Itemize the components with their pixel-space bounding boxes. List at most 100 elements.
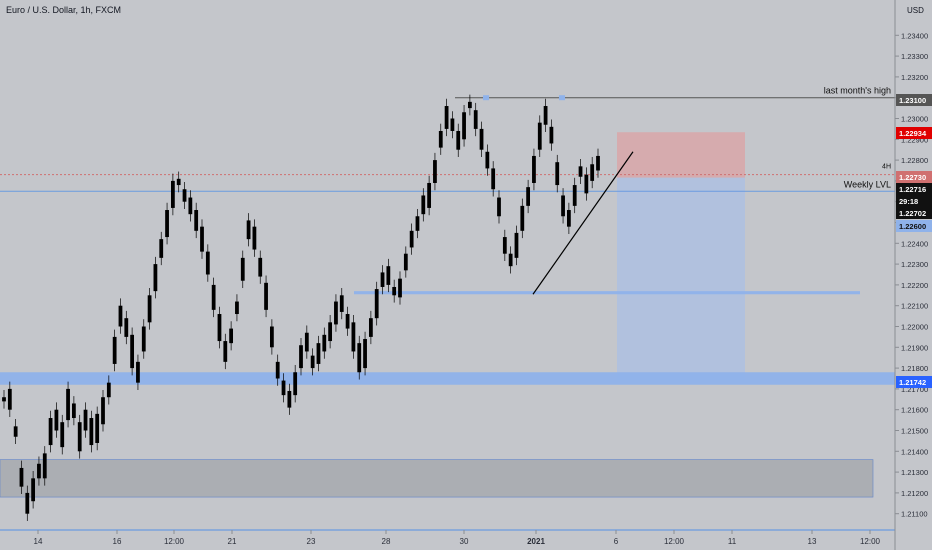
candle-body [561,195,565,217]
candle-body [398,278,402,298]
candle-body [264,282,268,310]
resistance-handle-left[interactable] [483,95,489,101]
target-zone [617,177,745,381]
candle-body [596,155,600,171]
support-line-mid [354,291,860,295]
currency-label: USD [907,6,924,15]
candle-body [386,266,391,285]
candle-body [520,205,525,231]
symbol-title: Euro / U.S. Dollar, 1h, FXCM [6,5,121,15]
price-tick-label: 1.22000 [901,323,928,332]
price-tick-label: 1.22400 [901,239,928,248]
candle-body [211,284,216,310]
candle-body [316,343,321,364]
support-zone-blue [0,372,895,385]
candle-body [258,257,263,277]
four-hour-label: 4H [882,164,891,171]
trendline [532,151,634,295]
candle-body [374,289,379,319]
price-tick-label: 1.21500 [901,427,928,436]
price-badge [896,195,932,207]
candle-body [188,197,193,215]
candle-body [54,409,59,431]
candle-body [479,128,484,150]
candle-body [106,382,111,398]
candle-body [229,328,234,344]
demand-zone-gray [0,459,874,498]
candle-body [240,257,245,281]
time-tick-label: 2021 [527,537,545,546]
price-tick-label: 1.21800 [901,364,928,373]
price-badge [896,183,932,195]
time-tick-label: 6 [614,537,619,546]
candle-body [182,189,187,202]
candle-body [141,326,146,352]
candle-body [293,372,298,396]
candle-body [590,164,595,181]
price-badge-label: 29:18 [899,197,918,206]
candle-body [363,338,367,369]
candle-body [60,422,65,448]
price-badge-label: 1.21742 [899,378,926,387]
candle-body [392,286,397,296]
candle-body [37,463,41,479]
time-axis[interactable]: 14 16 12:00 21 23 28 30 2021 6 12:00 11 13 12:00 [34,530,881,546]
price-tick-label: 1.22300 [901,260,928,269]
candle-body [549,126,554,144]
candle-body [421,195,426,215]
candle-body [205,251,210,275]
candle-body [334,301,338,325]
price-tick-label: 1.23400 [901,31,928,40]
price-badge-label: 1.22730 [899,173,926,182]
candle-body [415,216,420,231]
candle-body [7,388,12,410]
candle-body [427,182,432,208]
candle-body [71,403,76,419]
price-tick-label: 1.23000 [901,115,928,124]
price-badge-label: 1.22702 [899,209,926,218]
candle-body [176,178,181,186]
candle-body [13,426,18,437]
price-tick-label: 1.21200 [901,489,928,498]
candle-body [491,168,496,190]
candle-body [473,110,478,129]
candle-body [101,397,105,425]
candle-body [433,160,437,183]
candle-body [153,264,158,292]
candle-body [246,220,251,240]
price-badge-label: 1.23100 [899,96,926,105]
weekly-level-label: Weekly LVL [844,179,891,189]
candle-body [572,185,577,206]
candle-body [485,151,490,169]
candle-body [462,112,466,140]
price-tick-label: 1.22800 [901,156,928,165]
price-badge [896,171,932,183]
candle-body [147,295,152,323]
time-tick-label: 21 [228,537,237,546]
candle-body [281,380,286,396]
candle-body [368,318,373,337]
time-tick-label: 12:00 [164,537,185,546]
candle-body [269,326,274,348]
candle-body [165,210,169,238]
candle-body [89,418,94,446]
price-badges: 1.23100 1.22934 1.22730 1.22716 29:18 1.22702… [896,94,932,388]
price-badge-label: 1.22600 [899,222,926,231]
price-badge-label: 1.22716 [899,185,926,194]
candle-body [159,239,164,258]
resistance-handle-right[interactable] [559,95,565,101]
candle-body [566,210,571,227]
candle-body [275,361,280,379]
time-tick-label: 23 [307,537,316,546]
candle-body [345,314,350,329]
candle-body [467,101,472,109]
candle-body [532,155,536,183]
candle-body [130,334,135,369]
price-tick-label: 1.21700 [901,385,928,394]
candle-body [450,118,455,131]
price-badge-label: 1.22934 [899,129,927,138]
candle-body [456,130,461,150]
last-months-high-label: last month's high [824,86,891,96]
